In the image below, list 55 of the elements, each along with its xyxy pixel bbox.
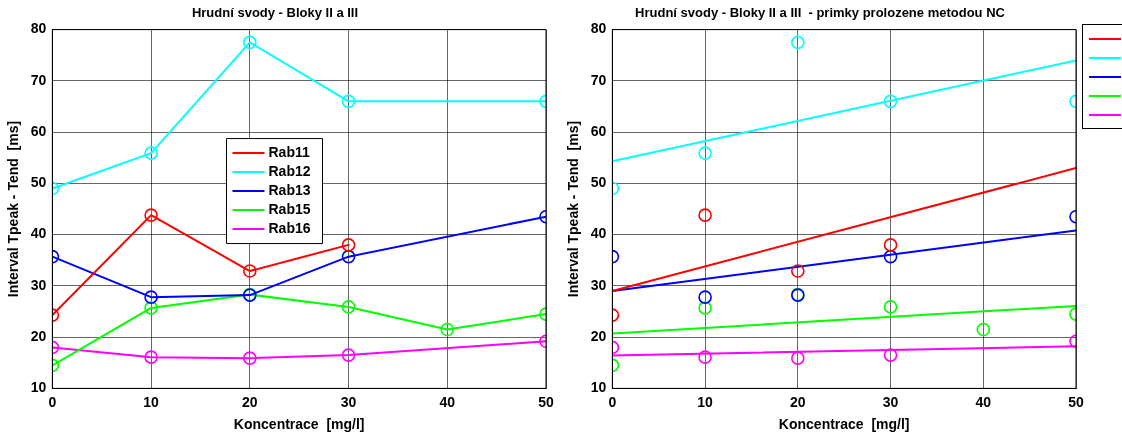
y-tick-label: 80 [30,20,47,37]
point [883,94,898,109]
point [243,35,257,50]
legend-label: Rab15 [268,200,311,217]
point [243,264,257,278]
point [341,300,356,314]
y-axis-title: Interval Tpeak - Tend [ms] [5,120,22,298]
legend-label: Rab16 [268,219,311,236]
point [791,35,805,50]
y-tick-label: 50 [590,174,607,191]
point [341,249,356,264]
x-tick-label: 20 [242,393,258,410]
x-tick-label: 10 [697,393,714,410]
point [791,351,805,365]
y-tick-label: 30 [30,276,47,293]
y-tick-label: 80 [590,20,607,37]
point [883,300,898,314]
x-tick-label: 30 [882,393,899,410]
x-tick-label: 0 [48,393,57,410]
point [341,94,356,109]
x-tick-label: 20 [790,393,806,410]
y-tick-label: 40 [30,225,47,242]
y-tick-label: 60 [30,122,47,139]
x-tick-label: 50 [538,393,554,410]
point [883,238,898,252]
legend-label: Rab11 [268,143,310,160]
y-tick-label: 20 [30,328,47,344]
point [791,264,805,278]
point [341,238,356,252]
point [243,351,257,365]
y-tick-label: 40 [590,225,607,242]
y-tick-label: 70 [590,71,607,88]
point [883,249,898,264]
legend-label: Rab12 [268,162,311,179]
y-tick-label: 70 [30,71,47,88]
x-tick-label: 40 [439,393,456,410]
x-tick-label: 10 [143,393,160,410]
point [341,348,356,362]
chart-title: Hrudní svody - Bloky II a III - primky prolozene metodou NC [635,5,1006,21]
y-tick-label: 50 [30,174,47,191]
y-tick-label: 10 [590,379,607,396]
y-tick-label: 30 [590,276,607,293]
x-axis-title: Koncentrace [mg/l] [778,416,910,433]
x-tick-label: 40 [975,393,992,410]
x-tick-label: 0 [608,393,617,410]
y-tick-label: 10 [30,379,47,396]
chart-title: Hrudní svody - Bloky II a III [191,5,359,21]
x-tick-label: 50 [1068,393,1084,410]
y-tick-label: 60 [590,122,607,139]
point [883,348,898,362]
y-axis-title: Interval Tpeak - Tend [ms] [565,120,582,298]
legend-label: Rab13 [268,181,311,198]
x-axis-title: Koncentrace [mg/l] [233,416,365,433]
x-tick-label: 30 [340,393,357,410]
y-tick-label: 20 [590,328,607,344]
